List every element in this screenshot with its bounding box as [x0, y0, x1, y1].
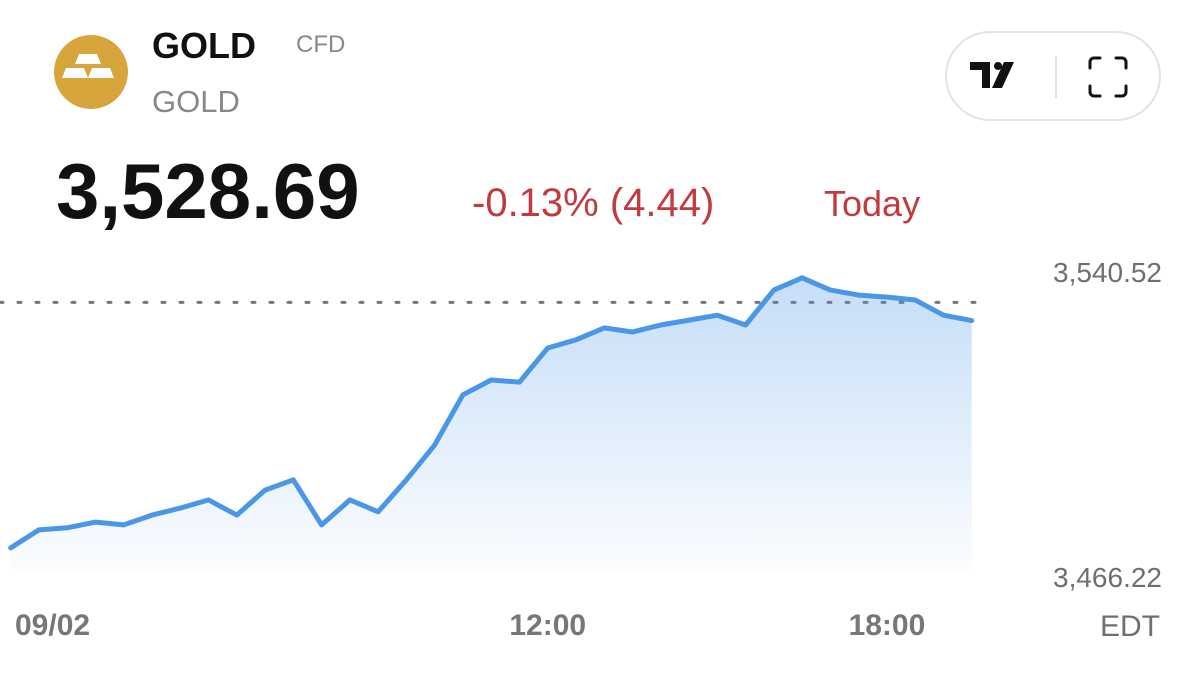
toolbar-pill	[945, 31, 1161, 121]
toolbar	[945, 31, 1161, 121]
symbol-logo	[54, 35, 128, 109]
symbol-tag: CFD	[296, 31, 345, 58]
fullscreen-button[interactable]	[1088, 56, 1128, 98]
timezone-label: EDT	[1100, 610, 1160, 643]
tradingview-button[interactable]	[970, 62, 1014, 88]
x-tick-label: 09/02	[15, 609, 90, 642]
price-line	[8, 275, 975, 551]
price-area	[10, 277, 972, 572]
price: 3,528.69	[56, 147, 360, 235]
price-change: -0.13% (4.44)	[472, 181, 714, 225]
plot: 3,540.52 3,466.22 09/02 12:00 18:00 EDT	[0, 257, 1162, 643]
y-tick-label: 3,466.22	[1053, 562, 1162, 593]
period: Today	[824, 183, 920, 224]
y-tick-label: 3,540.52	[1053, 257, 1162, 288]
x-tick-label: 12:00	[509, 609, 586, 642]
symbol: GOLD	[152, 25, 256, 66]
x-tick-label: 18:00	[849, 609, 926, 642]
symbol-name: GOLD	[152, 84, 240, 119]
